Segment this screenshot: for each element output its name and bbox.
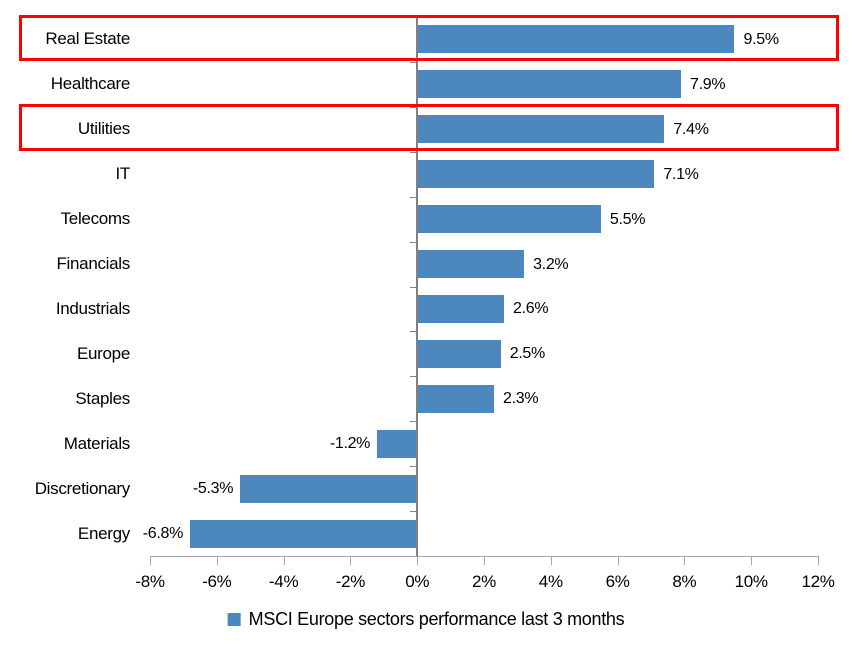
x-axis-tick [818, 556, 819, 565]
data-label: 2.6% [513, 300, 549, 318]
category-label: Discretionary [34, 478, 131, 498]
category-axis-tick [410, 106, 417, 108]
bar [417, 339, 501, 368]
category-label: Europe [76, 343, 130, 363]
category-label: IT [115, 164, 130, 184]
category-axis-tick [410, 151, 417, 153]
x-tick-label: 2% [472, 572, 496, 591]
x-tick-label: -2% [335, 572, 366, 591]
bar [377, 429, 418, 458]
x-axis-tick [684, 556, 686, 565]
x-tick-label: 8% [672, 572, 697, 591]
x-tick-label: 12% [801, 572, 835, 591]
data-label: -1.2% [329, 435, 371, 453]
data-label: 9.5% [743, 30, 780, 48]
category-label: Real Estate [45, 29, 130, 49]
chart-legend: MSCI Europe sectors performance last 3 m… [227, 607, 625, 631]
category-label: Financials [56, 254, 130, 274]
category-axis-tick [410, 196, 417, 198]
x-tick-label: 0% [405, 572, 430, 591]
bar [417, 160, 655, 189]
category-label: Energy [77, 523, 130, 543]
category-axis-tick [410, 376, 417, 378]
bar [417, 115, 665, 144]
data-label: 5.5% [609, 210, 646, 228]
category-label: Utilities [77, 119, 130, 139]
category-label: Healthcare [50, 74, 131, 94]
category-axis-tick [410, 466, 417, 468]
category-axis-tick [410, 331, 417, 333]
highlight-box-real-estate [19, 14, 839, 62]
category-axis-tick [410, 241, 417, 243]
category-axis-tick [410, 61, 417, 63]
bar [190, 519, 418, 548]
x-tick-label: -8% [135, 572, 165, 591]
category-label: Industrials [55, 298, 130, 318]
legend-label: MSCI Europe sectors performance last 3 m… [248, 609, 625, 629]
x-tick-label: -4% [268, 572, 299, 591]
data-label: 2.3% [503, 390, 539, 408]
legend-marker-icon [227, 612, 241, 626]
bar [417, 205, 601, 234]
x-tick-label: 6% [605, 572, 630, 591]
category-axis-tick [410, 286, 417, 288]
x-axis-tick [350, 556, 352, 565]
bar [417, 70, 682, 99]
x-tick-label: 10% [734, 572, 768, 591]
bar [240, 474, 418, 503]
x-axis-tick [751, 556, 753, 565]
category-axis-tick [410, 17, 417, 18]
x-axis-tick [216, 556, 218, 565]
x-axis-tick [283, 556, 285, 565]
x-axis-tick [484, 556, 485, 565]
data-label: 3.2% [533, 255, 569, 273]
data-label: -6.8% [142, 525, 184, 543]
x-axis-tick [150, 556, 151, 565]
x-axis-tick [417, 556, 419, 565]
highlight-box-utilities [19, 104, 839, 152]
data-label: 7.4% [673, 120, 709, 138]
x-tick-label: -6% [202, 572, 232, 591]
category-label: Staples [75, 388, 130, 408]
data-label: 7.1% [663, 165, 699, 183]
zero-axis-line [416, 17, 419, 556]
data-label: 7.9% [690, 75, 726, 93]
bar [417, 25, 735, 54]
x-axis-tick [617, 556, 619, 565]
bar [417, 384, 494, 413]
x-tick-label: 4% [538, 572, 563, 591]
bar [417, 250, 525, 279]
category-label: Materials [63, 433, 131, 453]
category-label: Telecoms [60, 209, 131, 229]
bar [417, 294, 505, 323]
data-label: -5.3% [192, 480, 234, 498]
category-axis-tick [410, 511, 417, 513]
x-axis-tick [550, 556, 552, 565]
category-axis-tick [410, 421, 417, 423]
data-label: 2.5% [509, 345, 546, 363]
